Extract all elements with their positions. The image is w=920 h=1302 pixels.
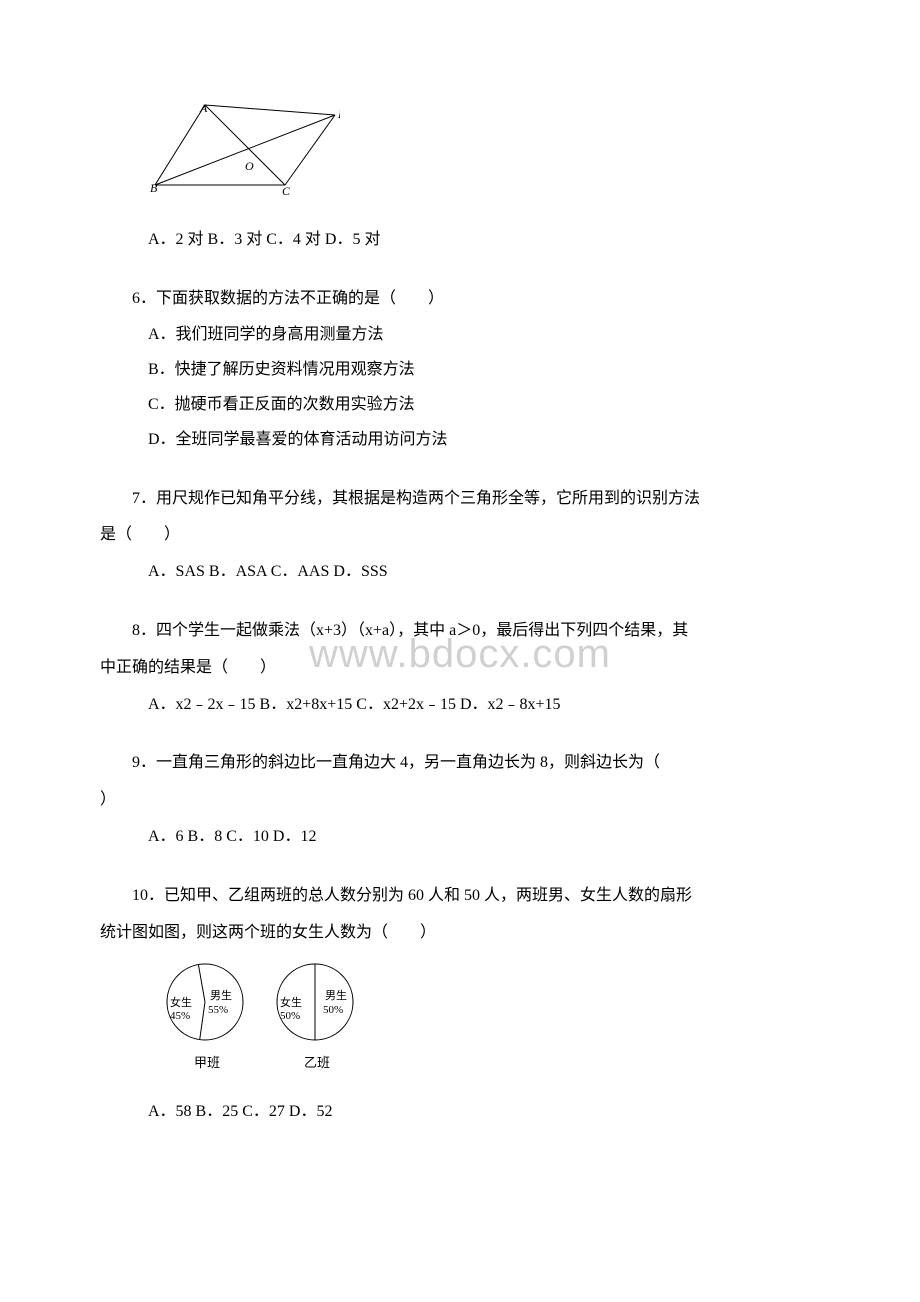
q10-line2: 统计图如图，则这两个班的女生人数为（ ） <box>100 919 820 948</box>
q7-block: 7．用尺规作已知角平分线，其根据是构造两个三角形全等，它所用到的识别方法 是（ … <box>100 485 820 587</box>
label-b: B <box>150 181 158 195</box>
label-d: D <box>337 107 340 121</box>
q7-line2: 是（ ） <box>100 521 820 550</box>
q6-a: A．我们班同学的身高用测量方法 <box>100 321 820 350</box>
pie-right-male-label: 男生 <box>325 988 347 1002</box>
pie-right-female-pct: 50% <box>280 1010 300 1022</box>
q9-block: 9．一直角三角形的斜边比一直角边大 4，另一直角边长为 8，则斜边长为（ ） A… <box>100 749 820 851</box>
pie-left-female-label: 女生 <box>170 995 192 1009</box>
q6-d: D．全班同学最喜爱的体育活动用访问方法 <box>100 426 820 455</box>
label-c: C <box>282 184 291 195</box>
figure-q5-triangle: A B C D O <box>150 100 820 206</box>
q10-block: 10．已知甲、乙组两班的总人数分别为 60 人和 50 人，两班男、女生人数的扇… <box>100 882 820 1127</box>
q5-answers-block: A．2 对 B．3 对 C．4 对 D．5 对 <box>100 226 820 255</box>
q10-answers: A．58 B．25 C．27 D．52 <box>100 1098 820 1127</box>
pie-svg: 男生 55% 女生 45% 甲班 男生 50% 女生 50% 乙班 <box>150 957 390 1077</box>
label-o: O <box>245 159 254 173</box>
q7-line1: 7．用尺规作已知角平分线，其根据是构造两个三角形全等，它所用到的识别方法 <box>100 485 820 514</box>
label-a: A <box>199 101 208 115</box>
pie-left-class-label: 甲班 <box>194 1055 220 1070</box>
page-content: A B C D O A．2 对 B．3 对 C．4 对 D．5 对 6．下面获取… <box>100 100 820 1127</box>
pie-left-female-pct: 45% <box>170 1010 190 1022</box>
figure-q10-pie: 男生 55% 女生 45% 甲班 男生 50% 女生 50% 乙班 <box>150 957 820 1088</box>
q8-line2: 中正确的结果是（ ） <box>100 654 820 683</box>
pie-right-female-label: 女生 <box>280 995 302 1009</box>
q6-block: 6．下面获取数据的方法不正确的是（ ） A．我们班同学的身高用测量方法 B．快捷… <box>100 285 820 455</box>
q8-block: 8．四个学生一起做乘法（x+3）（x+a），其中 a＞0，最后得出下列四个结果，… <box>100 617 820 719</box>
q5-answers: A．2 对 B．3 对 C．4 对 D．5 对 <box>100 226 820 255</box>
q9-line1: 9．一直角三角形的斜边比一直角边大 4，另一直角边长为 8，则斜边长为（ <box>100 749 820 778</box>
pie-left-male-pct: 55% <box>208 1004 228 1016</box>
q6-text: 6．下面获取数据的方法不正确的是（ ） <box>100 285 820 314</box>
q10-line1: 10．已知甲、乙组两班的总人数分别为 60 人和 50 人，两班男、女生人数的扇… <box>100 882 820 911</box>
q8-line1: 8．四个学生一起做乘法（x+3）（x+a），其中 a＞0，最后得出下列四个结果，… <box>100 617 820 646</box>
pie-left-male-label: 男生 <box>210 988 232 1002</box>
q6-b: B．快捷了解历史资料情况用观察方法 <box>100 356 820 385</box>
q8-answers: A．x2﹣2x﹣15 B．x2+8x+15 C．x2+2x﹣15 D．x2﹣8x… <box>100 691 820 720</box>
pie-right-class-label: 乙班 <box>304 1055 330 1070</box>
q9-line2: ） <box>100 786 820 815</box>
pie-right-male-pct: 50% <box>323 1004 343 1016</box>
q6-c: C．抛硬币看正反面的次数用实验方法 <box>100 391 820 420</box>
q7-answers: A．SAS B．ASA C．AAS D．SSS <box>100 558 820 587</box>
triangle-svg: A B C D O <box>150 100 340 195</box>
q9-answers: A．6 B．8 C．10 D．12 <box>100 823 820 852</box>
